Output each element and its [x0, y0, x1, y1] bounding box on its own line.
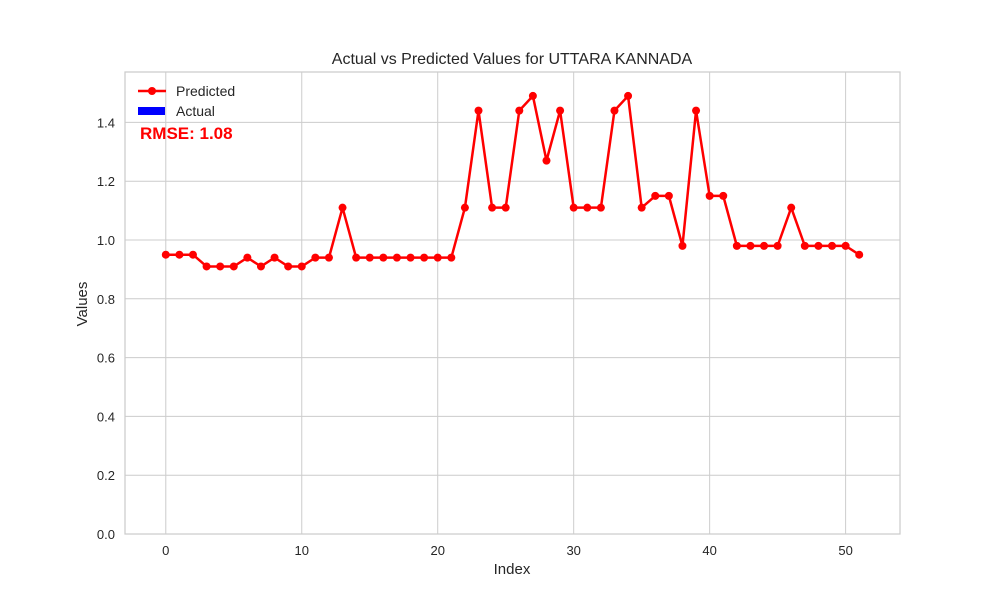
- y-tick-label: 0.6: [97, 351, 115, 366]
- predicted-point: [528, 91, 537, 100]
- predicted-point: [270, 253, 279, 262]
- predicted-point: [447, 253, 456, 262]
- predicted-point: [311, 253, 320, 262]
- chart-title: Actual vs Predicted Values for UTTARA KA…: [332, 51, 693, 68]
- predicted-point: [746, 241, 755, 250]
- x-tick-label: 30: [566, 543, 580, 558]
- plot-frame: [124, 71, 901, 535]
- predicted-point: [460, 203, 469, 212]
- y-axis-title: Values: [74, 282, 91, 327]
- y-tick-label: 0.2: [97, 468, 115, 483]
- predicted-point: [855, 250, 864, 259]
- predicted-point: [392, 253, 401, 262]
- rmse-annotation: RMSE: 1.08: [140, 124, 233, 143]
- legend-predicted-marker: [148, 87, 156, 95]
- x-tick-label: 50: [838, 543, 852, 558]
- legend-actual-label: Actual: [176, 103, 215, 119]
- x-axis-ticks: 0 10 20 30 40 50: [162, 543, 853, 558]
- predicted-point: [175, 250, 184, 259]
- legend-predicted-label: Predicted: [176, 83, 235, 99]
- predicted-point: [814, 241, 823, 250]
- legend: Predicted Actual: [138, 83, 235, 119]
- predicted-point: [297, 262, 306, 271]
- predicted-point: [420, 253, 429, 262]
- predicted-point: [433, 253, 442, 262]
- y-tick-label: 1.0: [97, 233, 115, 248]
- predicted-point: [583, 203, 592, 212]
- predicted-point: [284, 262, 293, 271]
- x-tick-label: 0: [162, 543, 169, 558]
- predicted-point: [705, 191, 714, 200]
- x-tick-label: 20: [430, 543, 444, 558]
- predicted-point: [338, 203, 347, 212]
- predicted-point: [352, 253, 361, 262]
- predicted-point: [610, 106, 619, 115]
- predicted-point: [542, 156, 551, 165]
- y-axis-ticks: 0.0 0.2 0.4 0.6 0.8 1.0 1.2 1.4: [97, 115, 115, 542]
- y-tick-label: 0.0: [97, 527, 115, 542]
- predicted-point: [596, 203, 605, 212]
- predicted-point: [719, 191, 728, 200]
- legend-actual-swatch: [138, 107, 165, 115]
- predicted-point: [569, 203, 578, 212]
- predicted-point: [841, 241, 850, 250]
- predicted-point: [501, 203, 510, 212]
- y-tick-label: 0.4: [97, 409, 115, 424]
- predicted-point: [556, 106, 565, 115]
- predicted-point: [773, 241, 782, 250]
- predicted-point: [651, 191, 660, 200]
- x-tick-label: 40: [702, 543, 716, 558]
- predicted-point: [787, 203, 796, 212]
- grid-lines: [125, 72, 900, 535]
- predicted-point: [161, 250, 170, 259]
- predicted-point: [202, 262, 211, 271]
- predicted-point: [229, 262, 238, 271]
- plot-background: [125, 72, 900, 534]
- predicted-point: [624, 91, 633, 100]
- predicted-point: [406, 253, 415, 262]
- predicted-point: [488, 203, 497, 212]
- plot-area: [124, 71, 901, 535]
- predicted-point: [324, 253, 333, 262]
- predicted-point: [678, 241, 687, 250]
- x-tick-label: 10: [295, 543, 309, 558]
- predicted-point: [256, 262, 265, 271]
- series-layer: [161, 91, 864, 271]
- predicted-series-line: [165, 94, 860, 268]
- predicted-point: [216, 262, 225, 271]
- predicted-point: [515, 106, 524, 115]
- predicted-point: [243, 253, 252, 262]
- predicted-point: [474, 106, 483, 115]
- predicted-point: [760, 241, 769, 250]
- x-axis-title: Index: [494, 561, 531, 578]
- predicted-point: [664, 191, 673, 200]
- predicted-point: [800, 241, 809, 250]
- predicted-point: [379, 253, 388, 262]
- predicted-point: [637, 203, 646, 212]
- predicted-point: [692, 106, 701, 115]
- predicted-point: [828, 241, 837, 250]
- y-tick-label: 1.2: [97, 174, 115, 189]
- y-tick-label: 1.4: [97, 115, 115, 130]
- y-tick-label: 0.8: [97, 292, 115, 307]
- predicted-point: [732, 241, 741, 250]
- predicted-point: [365, 253, 374, 262]
- predicted-point: [188, 250, 197, 259]
